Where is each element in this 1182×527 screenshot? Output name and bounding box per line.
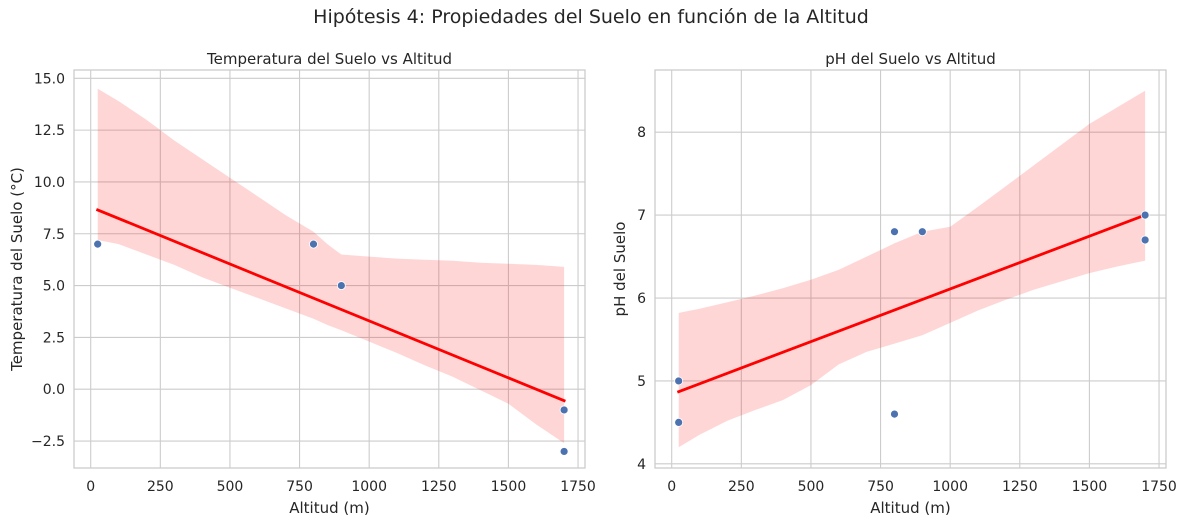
data-point	[309, 239, 318, 249]
x-tick-label: 1000	[932, 479, 968, 495]
x-axis-label: Altitud (m)	[870, 499, 950, 517]
y-axis-label: pH del Suelo	[611, 222, 629, 317]
temperature-chart: 0 250 500 750 1000 1250 1500 1750 −2.5 0.0 2.5 5.0 7…	[8, 50, 596, 517]
x-tick-label: 1750	[1141, 479, 1177, 495]
data-point	[1140, 210, 1150, 220]
figure-title: Hipótesis 4: Propiedades del Suelo en fu…	[313, 6, 869, 28]
x-tick-label: 500	[798, 479, 825, 495]
x-tick-label: 250	[728, 479, 755, 495]
x-tick-label: 0	[86, 479, 95, 495]
x-tick-label: 500	[217, 479, 244, 495]
chart-title: pH del Suelo vs Altitud	[825, 50, 995, 68]
y-tick-label: 4	[637, 457, 646, 473]
confidence-band	[97, 88, 565, 444]
regression-line	[676, 213, 1147, 394]
y-tick-label: 7.5	[43, 227, 65, 243]
x-tick-label: 1250	[1002, 479, 1038, 495]
x-tick-label: 1500	[491, 479, 527, 495]
x-tick-label: 1000	[351, 479, 387, 495]
ph-chart: 0 250 500 750 1000 1250 1500 1750 4 5 6 7 8 pH del Su…	[611, 50, 1177, 517]
x-tick-label: 750	[286, 479, 313, 495]
y-tick-label: 2.5	[43, 330, 65, 346]
x-tick-label: 1750	[560, 479, 596, 495]
plot-frame	[654, 69, 1167, 469]
y-tick-label: 7	[637, 208, 646, 224]
y-tick-label: −2.5	[31, 434, 65, 450]
data-point	[336, 281, 346, 290]
y-tick-label: 5	[637, 374, 646, 390]
regression-line	[95, 208, 566, 403]
y-tick-label: 15.0	[34, 71, 65, 87]
x-tick-label: 1250	[421, 479, 457, 495]
x-tick-label: 1500	[1072, 479, 1108, 495]
x-tick-label: 250	[147, 479, 174, 495]
y-tick-label: 0.0	[43, 382, 65, 398]
y-tick-label: 8	[637, 125, 646, 141]
x-axis-label: Altitud (m)	[289, 499, 369, 517]
confidence-band	[678, 90, 1146, 448]
data-point	[93, 239, 103, 249]
x-tick-label: 750	[867, 479, 894, 495]
y-tick-label: 10.0	[34, 175, 65, 191]
y-tick-label: 6	[637, 291, 646, 307]
plot-frame	[73, 69, 586, 469]
x-tick-label: 0	[667, 479, 676, 495]
data-point	[917, 227, 927, 237]
data-point	[890, 409, 899, 419]
data-point	[890, 227, 899, 237]
data-point	[559, 405, 569, 415]
data-point	[674, 376, 684, 386]
data-point	[1140, 235, 1150, 245]
data-point	[674, 417, 684, 427]
y-tick-label: 12.5	[34, 123, 65, 139]
data-point	[559, 447, 569, 456]
y-tick-label: 5.0	[43, 279, 65, 295]
y-axis-label: Temperatura del Suelo (°C)	[8, 167, 26, 372]
chart-title: Temperatura del Suelo vs Altitud	[206, 50, 452, 68]
